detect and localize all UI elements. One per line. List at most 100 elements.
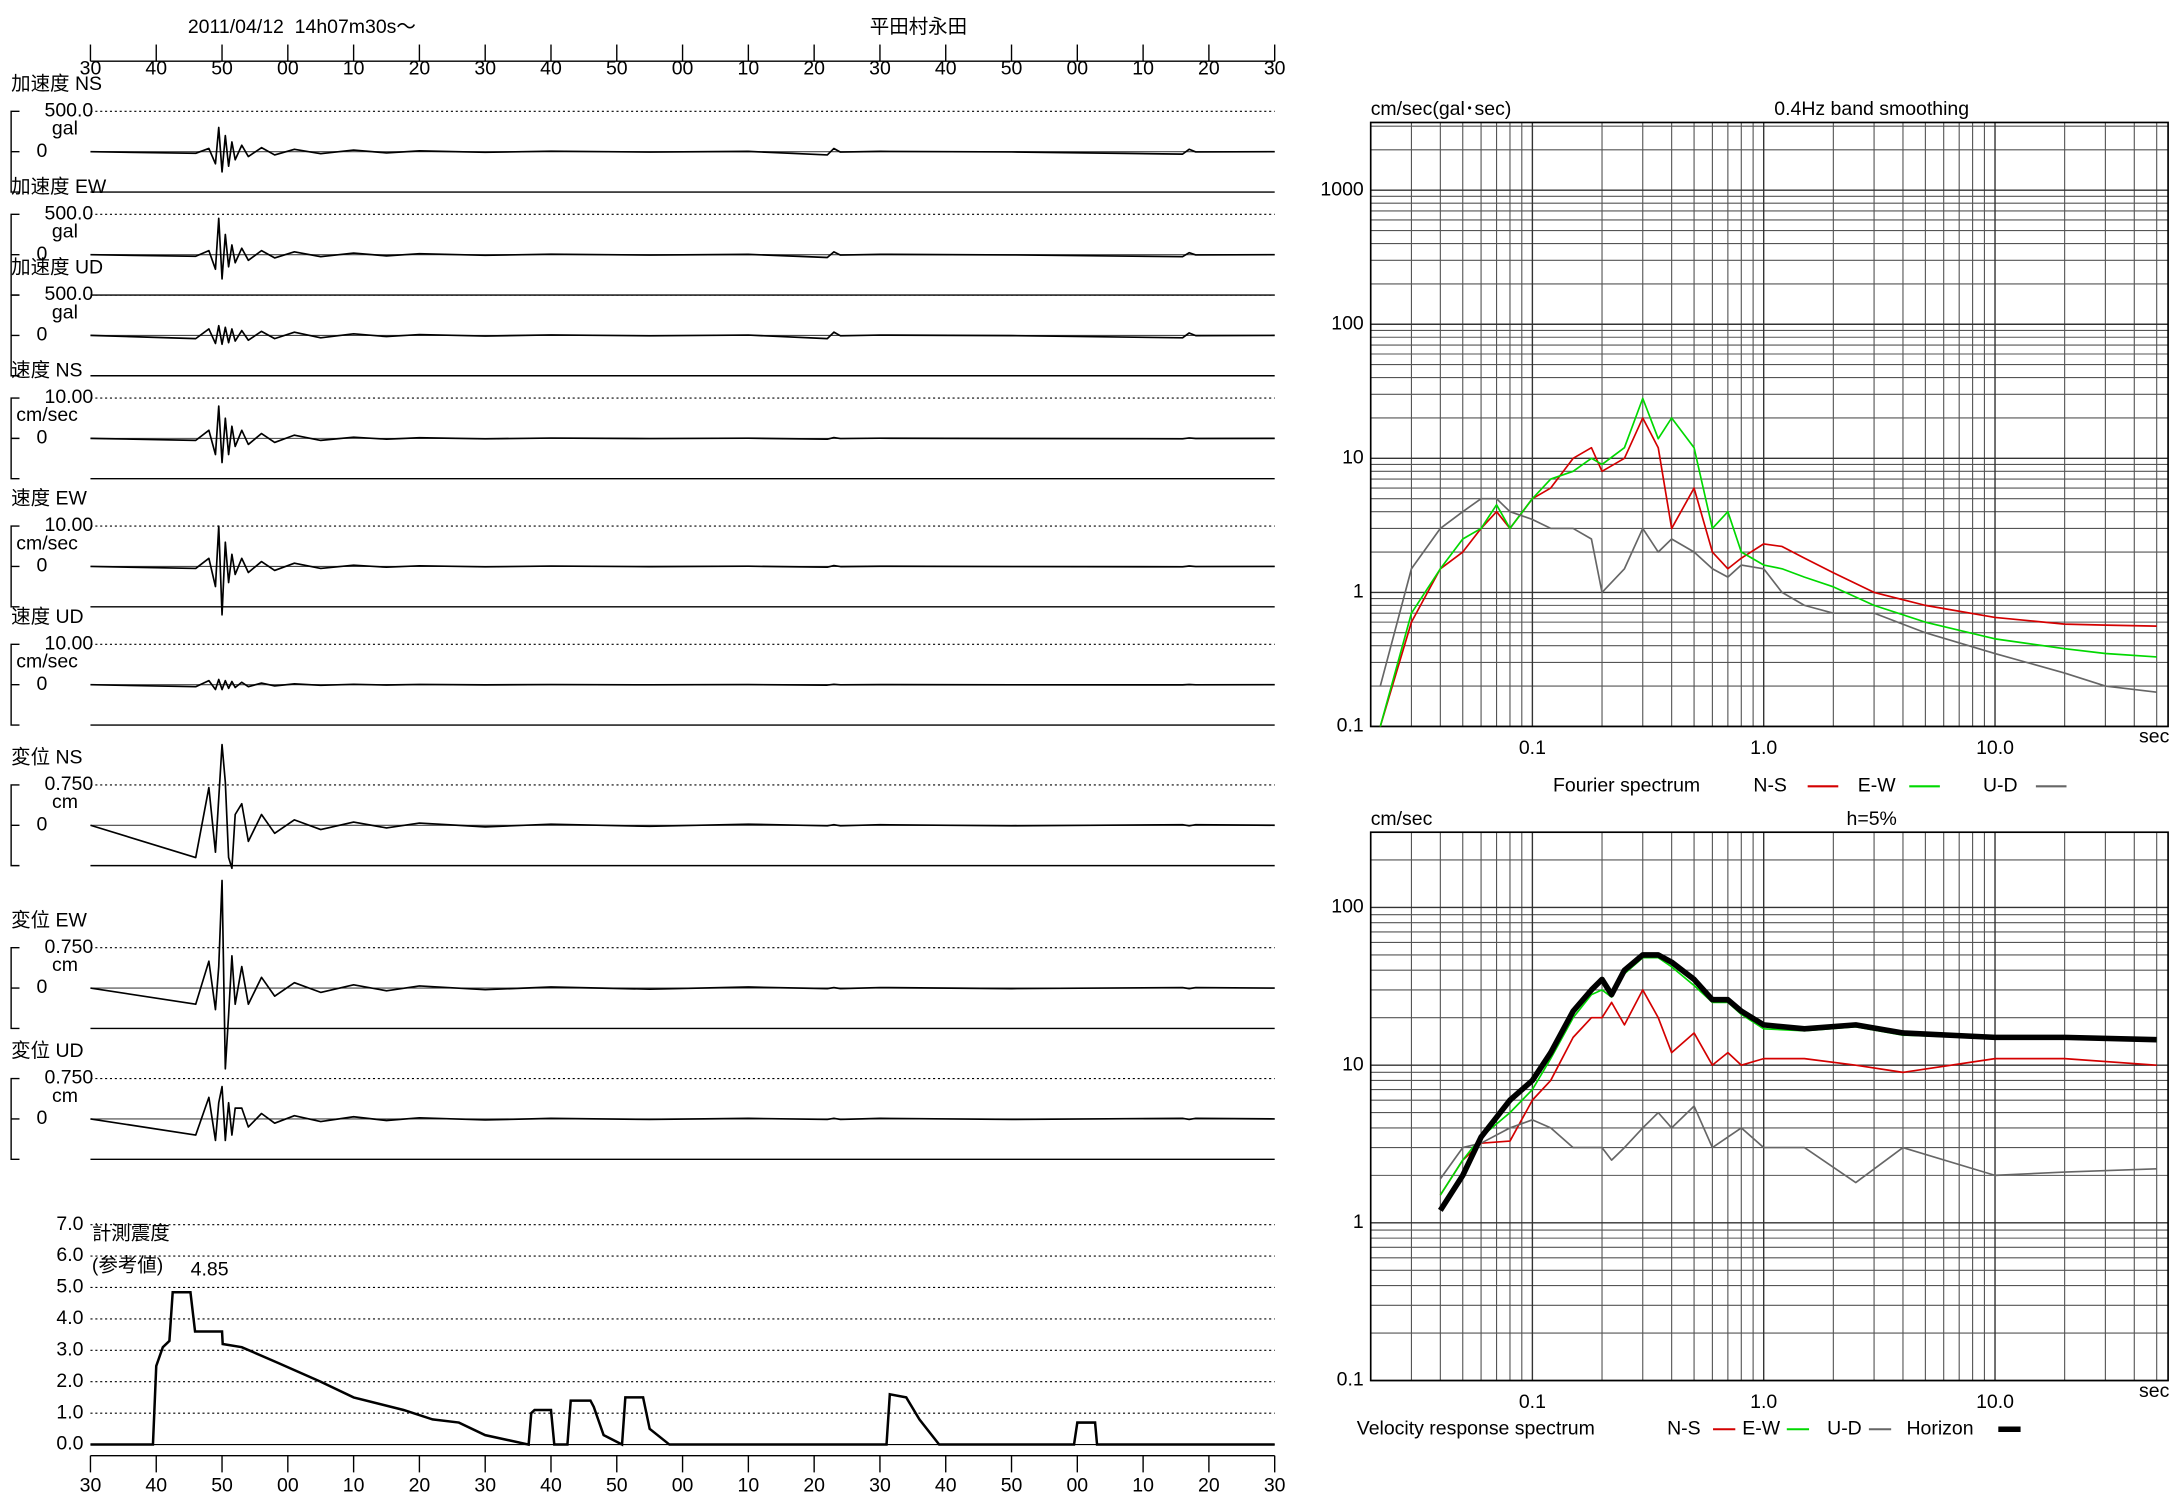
y-tick-label: 0.1	[1337, 715, 1364, 737]
y-axis-unit: cm/sec	[1371, 808, 1433, 830]
y-tick-label: 10.00	[45, 514, 94, 536]
intensity-title: 計測震度	[92, 1223, 170, 1245]
x-tick-label: 20	[409, 58, 431, 80]
series-line	[1379, 417, 2157, 727]
plot-frame	[1369, 831, 2169, 1382]
panel-bracket	[10, 1077, 20, 1160]
peak-label: 4.85	[191, 1259, 229, 1281]
x-tick-label: 00	[277, 58, 299, 80]
y-tick-label: 2.0	[56, 1370, 83, 1392]
x-tick-label: 50	[606, 1474, 628, 1496]
x-tick-label: 20	[409, 1474, 431, 1496]
y-tick-label: 0	[36, 673, 47, 695]
panel-bracket	[10, 643, 20, 726]
panel-unit: gal	[52, 301, 78, 323]
y-tick-label: 10	[1342, 446, 1364, 468]
y-tick-label: 0	[36, 813, 47, 835]
y-tick-label: 0.750	[45, 936, 94, 958]
waveform	[90, 405, 1275, 464]
x-tick-label: 40	[540, 58, 562, 80]
y-tick-label: 0.750	[45, 1067, 94, 1089]
y-tick-label: 0	[36, 427, 47, 449]
legend-title: Fourier spectrum	[1553, 774, 1700, 796]
series-line	[1437, 952, 2157, 1212]
x-tick-label: 30	[80, 58, 102, 80]
x-tick-label: 20	[1198, 1474, 1220, 1496]
x-tick-label: 40	[540, 1474, 562, 1496]
waveform	[90, 678, 1275, 691]
y-tick-label: 10.00	[45, 386, 94, 408]
x-tick-label: 0.1	[1519, 1391, 1546, 1413]
x-tick-label: 20	[803, 1474, 825, 1496]
x-tick-label: 10	[1132, 1474, 1154, 1496]
panel-label: 加速度 UD	[11, 257, 103, 279]
y-tick-label: 4.0	[56, 1307, 83, 1329]
x-tick-label: 30	[474, 1474, 496, 1496]
series-line	[1379, 397, 2157, 727]
y-tick-label: 100	[1331, 312, 1364, 334]
panel-label: 加速度 NS	[11, 73, 102, 95]
x-tick-label: 1.0	[1750, 737, 1777, 759]
waveform	[90, 217, 1275, 280]
y-tick-label: 7.0	[56, 1213, 83, 1235]
x-tick-label: 40	[935, 1474, 957, 1496]
x-tick-label: 40	[145, 1474, 167, 1496]
y-tick-label: 0	[36, 243, 47, 265]
y-tick-label: 0	[36, 555, 47, 577]
panel-bracket	[10, 294, 20, 377]
y-tick-label: 0	[36, 976, 47, 998]
panel-bracket	[10, 947, 20, 1030]
panel-label: 速度 NS	[11, 360, 82, 382]
y-tick-label: 100	[1331, 896, 1364, 918]
station-name: 平田村永田	[870, 16, 967, 38]
x-tick-label: 50	[606, 58, 628, 80]
waveform	[90, 525, 1275, 616]
x-tick-label: 00	[1066, 58, 1088, 80]
x-tick-label: 40	[935, 58, 957, 80]
y-tick-label: 6.0	[56, 1244, 83, 1266]
record-time: 2011/04/12 14h07m30s〜	[188, 16, 416, 38]
waveform	[90, 1085, 1275, 1142]
panel-unit: cm/sec	[16, 532, 78, 554]
x-tick-label: 20	[1198, 58, 1220, 80]
waveform	[90, 879, 1275, 1070]
y-tick-label: 10	[1342, 1053, 1364, 1075]
y-tick-label: 3.0	[56, 1338, 83, 1360]
y-axis-unit: cm/sec(gal･sec)	[1371, 98, 1512, 120]
panel-label: 加速度 EW	[11, 176, 107, 198]
y-tick-label: 1000	[1320, 178, 1363, 200]
legend-label: E-W	[1742, 1417, 1780, 1439]
x-tick-label: 10	[1132, 58, 1154, 80]
panel-unit: cm	[52, 1085, 78, 1107]
panel-label: 速度 UD	[11, 606, 83, 628]
x-tick-label: 00	[1066, 1474, 1088, 1496]
x-tick-label: 30	[869, 58, 891, 80]
legend-label: U-D	[1983, 774, 2018, 796]
legend-label: U-D	[1827, 1417, 1862, 1439]
waveform	[90, 743, 1275, 870]
y-tick-label: 1	[1353, 1211, 1364, 1233]
panel-unit: cm	[52, 954, 78, 976]
plot-title: h=5%	[1847, 808, 1897, 830]
y-tick-label: 5.0	[56, 1276, 83, 1298]
x-tick-label: 30	[474, 58, 496, 80]
legend-label: N-S	[1667, 1417, 1701, 1439]
panel-bracket	[10, 525, 20, 608]
x-tick-label: 30	[869, 1474, 891, 1496]
legend-label: E-W	[1858, 774, 1896, 796]
panel-label: 速度 EW	[11, 488, 87, 510]
y-tick-label: 500.0	[45, 283, 94, 305]
x-tick-label: 10	[738, 1474, 760, 1496]
panel-unit: gal	[52, 221, 78, 243]
panel-unit: cm/sec	[16, 651, 78, 673]
x-tick-label: 10.0	[1976, 737, 2014, 759]
x-tick-label: 50	[211, 1474, 233, 1496]
intensity-subtitle: (参考値)	[92, 1255, 163, 1277]
x-tick-label: 1.0	[1750, 1391, 1777, 1413]
x-tick-label: 0.1	[1519, 737, 1546, 759]
waveform	[90, 126, 1275, 173]
panel-unit: gal	[52, 118, 78, 140]
y-tick-label: 0	[36, 1107, 47, 1129]
x-tick-label: 50	[211, 58, 233, 80]
